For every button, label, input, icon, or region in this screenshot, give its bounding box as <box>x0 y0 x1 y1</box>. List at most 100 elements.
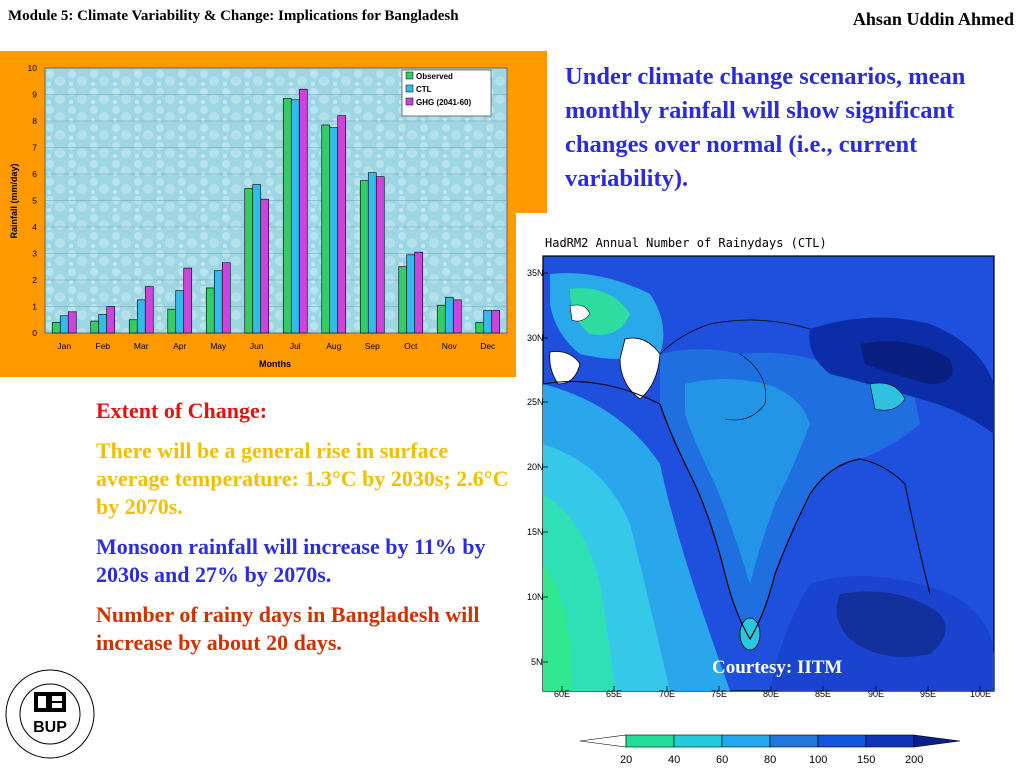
legend-swatch <box>405 71 414 80</box>
author-name: Ahsan Uddin Ahmed <box>852 9 1014 29</box>
y-tick-label: 2 <box>32 275 37 285</box>
y-tick-label: 8 <box>32 116 37 126</box>
bar <box>436 304 446 334</box>
x-tick-label: Feb <box>95 341 110 351</box>
colorbar-label: 100 <box>809 754 828 766</box>
x-tick-label: Jun <box>250 341 264 351</box>
lon-label: 65E <box>606 689 623 699</box>
x-tick-label: Jan <box>57 341 71 351</box>
x-tick-label: Mar <box>134 341 149 351</box>
colorbar-label: 150 <box>857 754 876 766</box>
bar <box>175 290 185 334</box>
lat-label: 15N <box>527 527 544 537</box>
bar <box>167 308 177 334</box>
bar <box>367 172 377 334</box>
x-tick-label: Jul <box>290 341 301 351</box>
lon-label: 95E <box>920 689 937 699</box>
bar <box>321 124 331 334</box>
y-tick-label: 0 <box>32 328 37 338</box>
bar <box>67 311 77 334</box>
bar <box>128 319 138 334</box>
lat-label: 30N <box>527 333 544 343</box>
legend-swatch <box>405 97 414 106</box>
x-axis-label: Months <box>259 359 291 369</box>
bar <box>260 198 270 334</box>
legend-label: CTL <box>416 85 432 94</box>
temperature-rise-text: There will be a general rise in surface … <box>96 438 509 519</box>
y-tick-label: 3 <box>32 249 37 259</box>
bar <box>144 286 154 334</box>
bar <box>59 315 69 334</box>
colorbar-label: 80 <box>764 754 777 766</box>
lon-label: 85E <box>815 689 832 699</box>
colorbar-label: 60 <box>716 754 729 766</box>
lat-label: 35N <box>527 268 544 278</box>
bar <box>337 115 347 334</box>
bar <box>98 314 108 334</box>
intro-statement: Under climate change scenarios, mean mon… <box>565 63 966 192</box>
rainydays-map <box>542 255 995 748</box>
lon-label: 70E <box>659 689 676 699</box>
bar-series <box>51 88 501 334</box>
bar <box>183 267 193 334</box>
monsoon-rainfall-text: Monsoon rainfall will increase by 11% by… <box>96 534 486 587</box>
y-tick-label: 7 <box>32 143 37 153</box>
gridlines <box>45 94 507 307</box>
bup-logo: BUP <box>5 669 95 759</box>
courtesy-note: Courtesy: IITM <box>712 657 843 678</box>
panel-cutout <box>516 213 547 377</box>
bar <box>213 270 223 334</box>
extent-title: Extent of Change: <box>96 398 268 423</box>
legend-label: Observed <box>416 72 453 81</box>
x-tick-label: May <box>210 341 227 351</box>
lon-label: 75E <box>711 689 728 699</box>
extent-of-change-block: Extent of Change: There will be a genera… <box>96 397 516 657</box>
x-tick-label: Oct <box>404 341 418 351</box>
bar <box>205 287 215 334</box>
colorbar <box>579 734 961 748</box>
y-tick-label: 1 <box>32 302 37 312</box>
lat-label: 20N <box>527 462 544 472</box>
lat-label: 5N <box>531 657 543 667</box>
bar <box>491 310 501 334</box>
bar <box>398 266 408 334</box>
module-title: Module 5: Climate Variability & Change: … <box>8 8 459 24</box>
bar <box>221 262 231 334</box>
bar <box>51 322 61 334</box>
x-tick-label: Aug <box>326 341 341 351</box>
y-tick-label: 6 <box>32 169 37 179</box>
lon-label: 60E <box>554 689 571 699</box>
y-tick-label: 5 <box>32 196 37 206</box>
bar <box>90 320 100 334</box>
bar <box>406 254 416 334</box>
bar <box>329 127 339 334</box>
lat-label: 25N <box>527 397 544 407</box>
bar <box>244 188 254 334</box>
y-axis-ticks: 0 1 2 3 4 5 6 7 8 9 10 <box>28 63 38 338</box>
y-tick-label: 9 <box>32 90 37 100</box>
colorbar-label: 200 <box>905 754 924 766</box>
legend-swatch <box>405 84 414 93</box>
lat-label: 10N <box>527 592 544 602</box>
y-tick-label: 10 <box>28 63 38 73</box>
colorbar-label: 40 <box>668 754 681 766</box>
colorbar-label: 20 <box>620 754 633 766</box>
bar <box>452 299 462 334</box>
x-tick-label: Dec <box>480 341 496 351</box>
lon-label: 80E <box>763 689 780 699</box>
chart-legend: Observed CTL GHG (2041-60) <box>401 69 492 117</box>
logo-acronym: BUP <box>33 719 67 736</box>
bar <box>106 306 116 334</box>
bar <box>136 299 146 334</box>
bar <box>475 322 485 334</box>
bar <box>252 184 262 334</box>
x-tick-label: Apr <box>173 341 186 351</box>
map-title: HadRM2 Annual Number of Rainydays (CTL) <box>545 236 827 250</box>
rainy-days-text: Number of rainy days in Bangladesh will … <box>96 602 480 655</box>
bar <box>414 251 424 334</box>
rainfall-chart: 0 1 2 3 4 5 6 7 8 9 10 Jan Feb Mar Apr May Jun Jul Aug Sep… <box>9 63 508 369</box>
y-tick-label: 4 <box>32 222 37 232</box>
x-axis-ticks: Jan Feb Mar Apr May Jun Jul Aug Sep Oct Nov Dec <box>57 341 496 351</box>
bar <box>483 310 493 334</box>
lon-label: 90E <box>868 689 885 699</box>
